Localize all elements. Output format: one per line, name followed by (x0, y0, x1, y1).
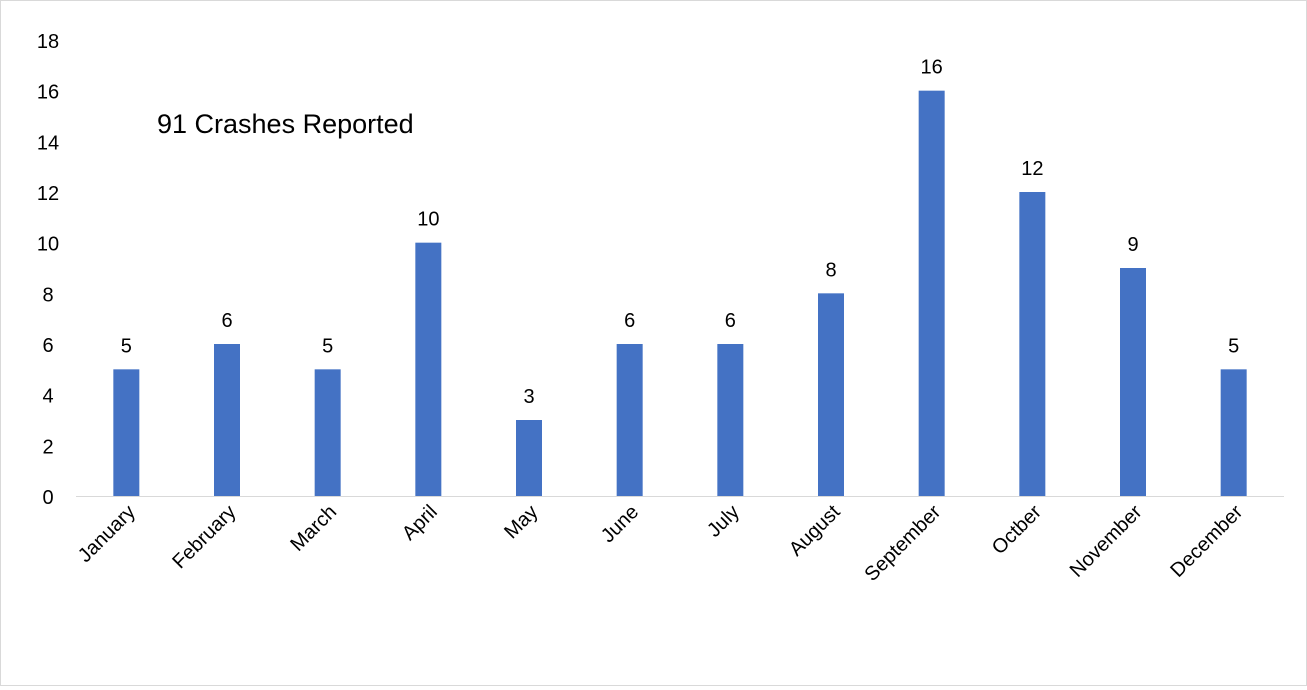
x-tick-label: February (168, 501, 240, 573)
bars-group (113, 90, 1247, 497)
x-tick-label: June (597, 501, 643, 547)
x-tick-label: Octber (988, 501, 1046, 559)
bar-april (415, 242, 442, 496)
bar-june (616, 344, 643, 496)
data-labels-group: 5 6 5 10 3 6 6 8 16 12 9 5 (121, 57, 1239, 408)
chart-annotation: 91 Crashes Reported (157, 109, 414, 139)
data-label: 8 (825, 259, 836, 281)
x-tick-label: March (286, 501, 341, 556)
y-tick-label: 18 (37, 31, 59, 53)
bar-february (214, 344, 240, 496)
y-tick-label: 14 (37, 132, 59, 154)
data-label: 9 (1127, 234, 1138, 256)
y-tick-label: 0 (42, 487, 53, 509)
data-label: 10 (417, 209, 439, 231)
data-label: 6 (221, 310, 232, 332)
data-label: 16 (921, 57, 943, 79)
data-label: 6 (725, 310, 736, 332)
y-tick-label: 2 (42, 436, 53, 458)
x-tick-label: August (785, 501, 845, 561)
y-tick-label: 8 (42, 284, 53, 306)
x-tick-label: November (1066, 501, 1147, 582)
bar-november (1120, 268, 1146, 496)
data-label: 6 (624, 310, 635, 332)
bar-march (314, 369, 341, 496)
y-tick-label: 6 (42, 335, 53, 357)
bar-september (918, 90, 945, 497)
y-tick-label: 4 (42, 386, 53, 408)
bar-august (818, 293, 844, 496)
bar-july (717, 344, 744, 496)
bar-january (113, 369, 140, 496)
y-axis-ticks: 0 2 4 6 8 10 12 14 16 18 (37, 31, 59, 509)
data-label: 3 (523, 386, 534, 408)
bar-octber (1019, 192, 1046, 496)
data-label: 12 (1021, 158, 1043, 180)
x-tick-label: December (1166, 501, 1247, 582)
x-tick-label: April (398, 501, 442, 545)
x-tick-label: September (860, 501, 945, 586)
x-tick-label: May (500, 501, 542, 543)
y-tick-label: 10 (37, 234, 59, 256)
y-tick-label: 16 (37, 82, 59, 104)
x-tick-label: January (74, 501, 140, 567)
bar-may (516, 420, 542, 496)
data-label: 5 (121, 335, 132, 357)
x-axis-labels: January February March April May June July Augu… (74, 501, 1247, 586)
data-label: 5 (322, 335, 333, 357)
x-tick-label: July (703, 501, 744, 542)
bar-december (1220, 369, 1247, 496)
y-tick-label: 12 (37, 183, 59, 205)
data-label: 5 (1228, 335, 1239, 357)
